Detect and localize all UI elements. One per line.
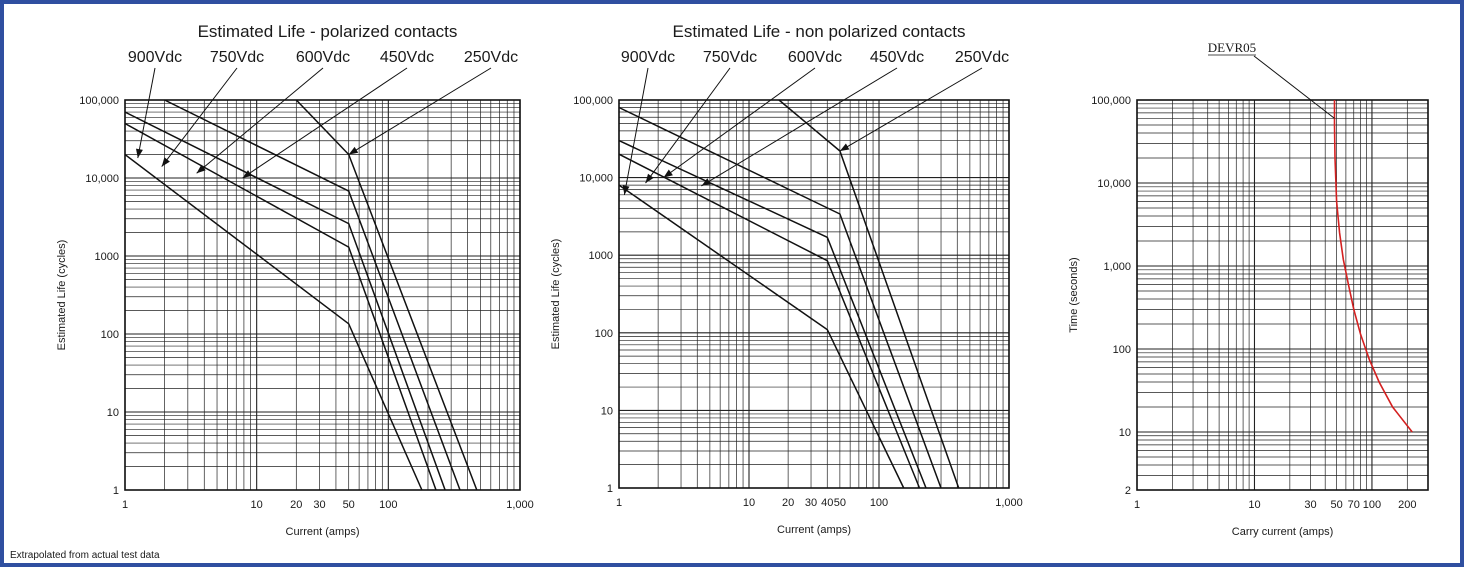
y-tick-label: 1000 — [589, 250, 613, 262]
y-tick-label: 100 — [595, 328, 613, 340]
x-tick-label: 70 — [1348, 499, 1360, 511]
series-label-900Vdc: 900Vdc — [621, 49, 675, 66]
y-tick-label: 2 — [1125, 485, 1131, 497]
grid — [125, 100, 520, 490]
x-tick-label: 10 — [251, 499, 263, 511]
series-label-250Vdc: 250Vdc — [955, 49, 1009, 66]
x-tick-label: 1 — [122, 499, 128, 511]
series-label-900Vdc: 900Vdc — [128, 49, 182, 66]
x-tick-label: 100 — [870, 497, 888, 509]
series-label-450Vdc: 450Vdc — [380, 49, 434, 66]
y-tick-label: 10 — [1119, 427, 1131, 439]
leader-line — [701, 68, 897, 186]
arrow-head — [646, 174, 654, 183]
chart-3: 1 10 30 50 70 100 2002101001,00010,000100,000C… — [1068, 40, 1428, 538]
series-line-600Vdc — [619, 141, 926, 488]
x-tick-label: 50 — [834, 497, 846, 509]
y-tick-label: 100,000 — [1091, 95, 1131, 107]
leader-line — [1254, 56, 1335, 118]
x-tick-label: 20 — [290, 499, 302, 511]
leader-line — [138, 68, 155, 158]
x-tick-label: 100 — [1363, 499, 1381, 511]
y-axis-label: Time (seconds) — [1068, 257, 1080, 332]
y-tick-label: 10 — [601, 405, 613, 417]
y-tick-label: 10 — [107, 407, 119, 419]
leader-line — [349, 68, 491, 155]
chart-2: 1 10 20 30 40 50 100 1,000 1 10 100 1000 10,000 100,0… — [550, 22, 1023, 536]
leader-line — [664, 68, 815, 178]
leader-line — [624, 68, 648, 195]
x-tick-label: 200 — [1398, 499, 1416, 511]
x-tick-label: 30 — [1304, 499, 1316, 511]
series-label-250Vdc: 250Vdc — [464, 49, 518, 66]
x-tick-label: 30 — [313, 499, 325, 511]
series-line-450Vdc — [619, 108, 941, 489]
series-label-600Vdc: 600Vdc — [296, 49, 350, 66]
series-label-450Vdc: 450Vdc — [870, 49, 924, 66]
y-tick-label: 100,000 — [79, 95, 119, 107]
arrow-head — [623, 185, 630, 195]
y-tick-label: 100,000 — [573, 95, 613, 107]
grid — [619, 100, 1009, 488]
grid — [1137, 100, 1428, 490]
x-axis-label: Current (amps) — [777, 524, 851, 536]
chart-1: 1 10 20 30 50 100 1,000 1 10 100 1000 10,000 100,000… — [56, 22, 534, 538]
x-axis-label: Current (amps) — [286, 526, 360, 538]
x-tick-label: 40 — [821, 497, 833, 509]
chart-title: Estimated Life - non polarized contacts — [673, 22, 966, 41]
x-tick-label: 1 — [1134, 499, 1140, 511]
y-tick-label: 1 — [607, 483, 613, 495]
x-tick-label: 1,000 — [995, 497, 1023, 509]
series-line-750Vdc — [619, 154, 920, 488]
series-line-250Vdc — [296, 100, 477, 490]
y-tick-label: 10,000 — [1097, 178, 1131, 190]
arrow-head — [136, 149, 143, 159]
footnote: Extrapolated from actual test data — [10, 550, 160, 561]
chart-title: Estimated Life - polarized contacts — [198, 22, 458, 41]
y-axis-label: Estimated Life (cycles) — [550, 239, 562, 350]
x-axis-label: Carry current (amps) — [1232, 526, 1333, 538]
x-tick-label: 30 — [805, 497, 817, 509]
y-tick-label: 10,000 — [579, 173, 613, 185]
series-label-600Vdc: 600Vdc — [788, 49, 842, 66]
x-tick-label: 1 — [616, 497, 622, 509]
y-tick-label: 100 — [1113, 344, 1131, 356]
series-label-750Vdc: 750Vdc — [703, 49, 757, 66]
y-tick-label: 10,000 — [85, 173, 119, 185]
arrow-head — [349, 147, 359, 155]
x-tick-label: 10 — [1248, 499, 1260, 511]
x-tick-label: 50 — [1330, 499, 1342, 511]
y-tick-label: 1 — [113, 485, 119, 497]
y-axis-label: Estimated Life (cycles) — [56, 240, 68, 351]
x-tick-label: 1,000 — [506, 499, 534, 511]
series-label-DEVR05: DEVR05 — [1208, 40, 1256, 55]
x-tick-label: 50 — [343, 499, 355, 511]
x-tick-label: 100 — [379, 499, 397, 511]
series-label-750Vdc: 750Vdc — [210, 49, 264, 66]
arrow-head — [840, 144, 850, 152]
leader-line — [840, 68, 982, 151]
plot-border — [619, 100, 1009, 488]
x-tick-label: 10 — [743, 497, 755, 509]
y-tick-label: 1,000 — [1103, 261, 1131, 273]
plot-border — [125, 100, 520, 490]
leader-line — [197, 68, 323, 173]
y-tick-label: 100 — [101, 329, 119, 341]
arrow-head — [664, 170, 673, 178]
arrow-head — [162, 157, 170, 166]
x-tick-label: 20 — [782, 497, 794, 509]
y-tick-label: 1000 — [95, 251, 119, 263]
